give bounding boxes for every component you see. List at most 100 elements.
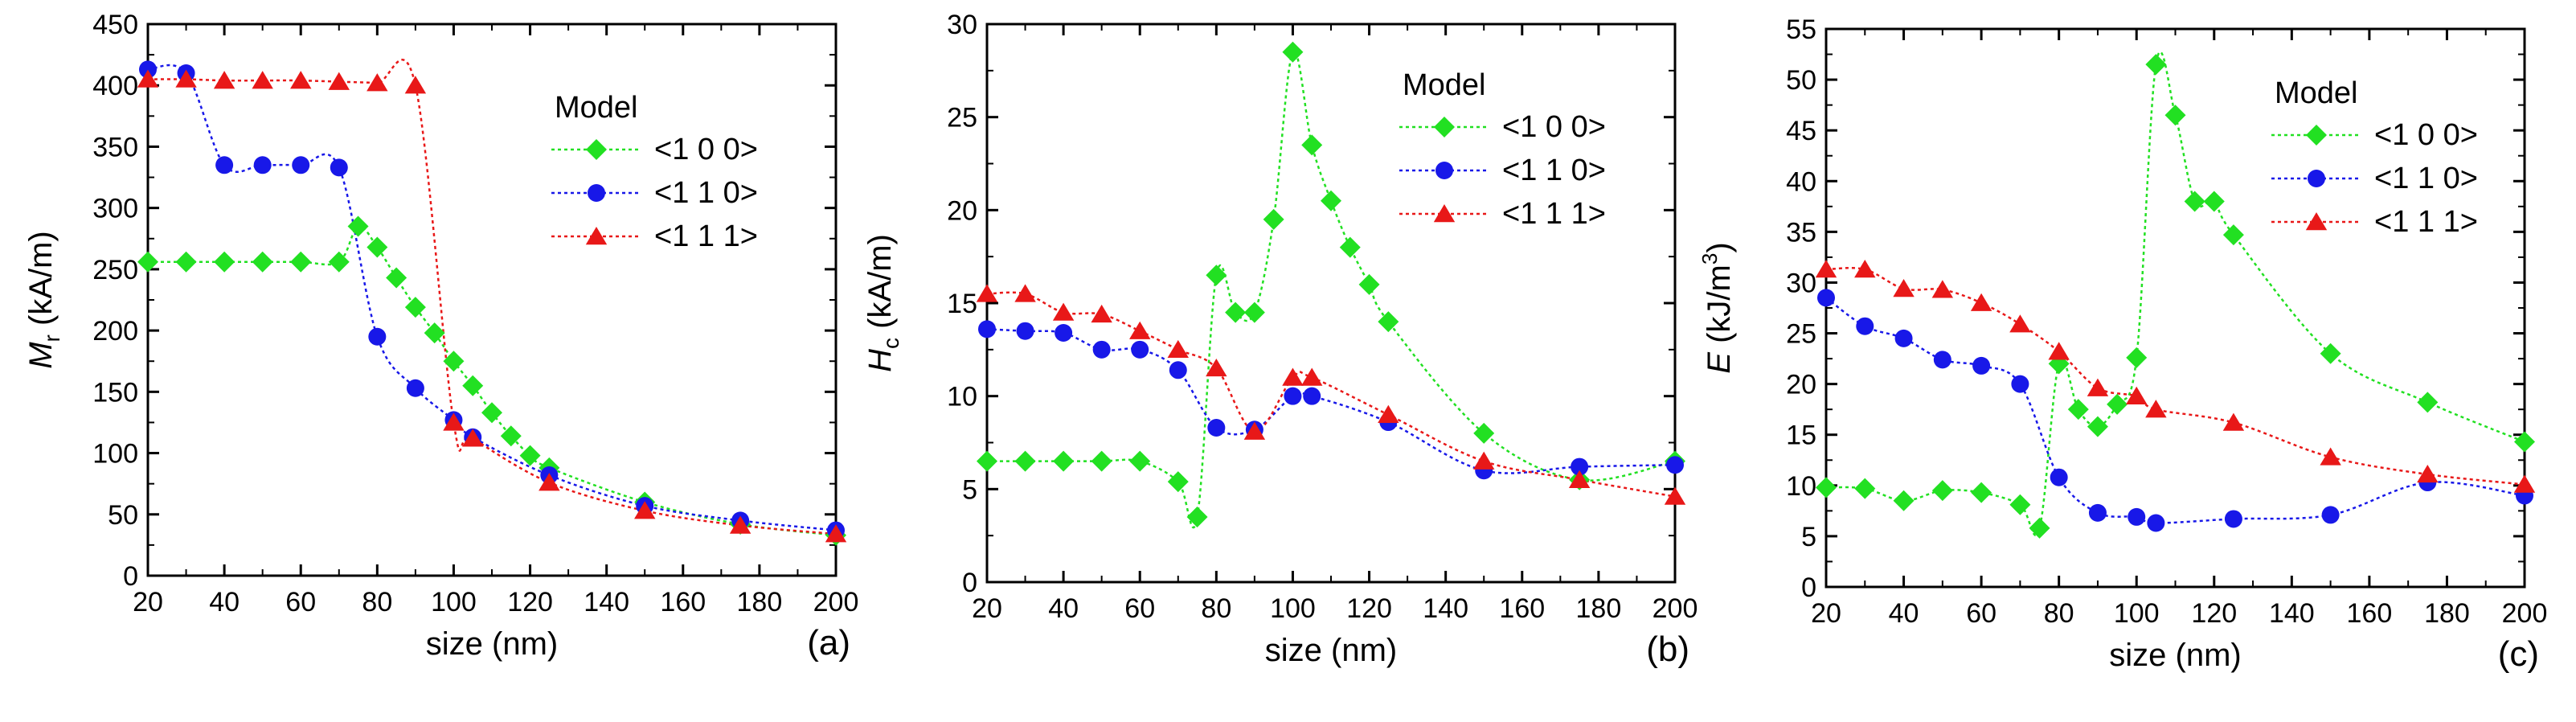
data-point-110-c — [2011, 375, 2029, 393]
legend-marker-110-b — [1435, 162, 1453, 179]
data-point-100-b — [1243, 302, 1265, 323]
data-point-100-c — [2514, 431, 2535, 453]
data-point-100-a — [481, 402, 502, 424]
legend-label-100-a: <1 0 0> — [654, 133, 758, 166]
data-point-111-a — [825, 524, 847, 543]
x-tick-label-b: 20 — [972, 593, 1002, 624]
data-point-100-c — [2320, 343, 2341, 364]
data-point-100-b — [1282, 41, 1304, 63]
data-point-111-a — [328, 72, 350, 90]
legend-title-a: Model — [555, 91, 638, 125]
data-point-111-a — [634, 501, 656, 519]
data-point-100-a — [175, 251, 197, 273]
x-tick-label-a: 200 — [813, 587, 859, 617]
legend-label-110-a: <1 1 0> — [654, 176, 758, 210]
data-point-100-c — [2164, 105, 2186, 126]
data-point-100-c — [1854, 478, 1876, 499]
legend-marker-111-b — [1433, 204, 1456, 223]
data-point-110-b — [1207, 418, 1226, 437]
y-axis-title-c: E (kJ/m3) — [1698, 242, 1737, 373]
x-axis-title-c: size (nm) — [2109, 638, 2241, 673]
data-point-110-c — [1856, 317, 1874, 335]
data-point-110-c — [2088, 503, 2107, 522]
x-tick-label-b: 40 — [1048, 593, 1079, 624]
legend-label-111-a: <1 1 1> — [654, 219, 758, 253]
data-point-111-b — [1052, 302, 1075, 321]
data-point-110-b — [978, 320, 996, 338]
x-tick-label-a: 40 — [209, 587, 240, 617]
data-point-100-a — [443, 351, 465, 372]
data-point-100-a — [462, 375, 484, 396]
data-point-111-c — [2126, 386, 2148, 404]
data-point-100-b — [1053, 450, 1075, 472]
data-point-100-a — [500, 425, 522, 447]
data-point-110-c — [2050, 468, 2068, 486]
y-tick-label-a: 250 — [92, 255, 138, 285]
data-point-111-a — [539, 473, 560, 491]
x-tick-label-a: 80 — [362, 587, 392, 617]
data-point-110-a — [253, 156, 272, 174]
data-point-110-c — [2321, 506, 2340, 524]
data-point-110-c — [1817, 289, 1835, 307]
data-point-100-b — [1473, 422, 1495, 444]
data-point-111-b — [1301, 367, 1323, 386]
legend-title-c: Model — [2275, 76, 2358, 110]
x-tick-label-a: 120 — [507, 587, 553, 617]
data-point-111-a — [443, 412, 465, 431]
data-point-110-b — [1284, 387, 1302, 405]
data-point-100-b — [1167, 471, 1189, 493]
data-point-100-c — [2087, 416, 2108, 437]
y-tick-label-b: 30 — [947, 10, 977, 40]
data-point-111-c — [1893, 279, 1915, 297]
x-tick-label-a: 140 — [584, 587, 629, 617]
series-line-111-c — [1826, 267, 2525, 486]
y-tick-label-c: 5 — [1801, 522, 1816, 552]
panel-label-b: (b) — [1646, 630, 1689, 669]
y-tick-label-c: 10 — [1786, 471, 1816, 502]
data-point-110-a — [330, 158, 348, 177]
y-tick-label-a: 400 — [92, 71, 138, 101]
x-tick-label-b: 160 — [1499, 593, 1545, 624]
data-point-100-b — [1091, 450, 1112, 472]
y-tick-label-a: 0 — [123, 561, 138, 592]
data-point-110-a — [215, 156, 234, 174]
x-tick-label-c: 80 — [2044, 598, 2074, 629]
series-line-110-c — [1826, 297, 2525, 524]
data-point-100-c — [1893, 490, 1915, 511]
data-point-100-c — [1816, 477, 1837, 498]
x-tick-label-c: 40 — [1889, 598, 1919, 629]
data-point-111-c — [2513, 474, 2536, 493]
chart-panel-b: 20 40 60 80 100 120 140 160 180 200 0 5 10 15 20 25 30 si… — [862, 10, 1698, 669]
data-point-100-a — [214, 251, 235, 273]
y-tick-label-b: 25 — [947, 103, 977, 133]
legend-marker-110-a — [588, 184, 605, 202]
data-point-111-b — [1091, 304, 1112, 323]
data-point-111-c — [1970, 293, 1992, 311]
x-axis-title-b: size (nm) — [1265, 633, 1397, 668]
data-point-100-b — [1358, 273, 1380, 295]
data-point-100-c — [2145, 54, 2167, 76]
y-tick-label-c: 50 — [1786, 65, 1816, 96]
data-point-111-a — [252, 71, 273, 89]
data-point-110-a — [406, 379, 424, 397]
y-tick-label-b: 15 — [947, 289, 977, 319]
data-point-100-b — [1206, 265, 1227, 286]
y-tick-label-b: 5 — [962, 474, 977, 505]
data-point-110-b — [1303, 387, 1321, 405]
data-point-110-a — [292, 156, 310, 174]
data-point-110-b — [1055, 324, 1073, 343]
x-axis-title-a: size (nm) — [426, 626, 558, 662]
x-tick-label-c: 200 — [2502, 598, 2548, 629]
data-point-100-b — [1301, 134, 1323, 156]
legend-label-111-c: <1 1 1> — [2374, 205, 2478, 239]
x-tick-label-b: 200 — [1652, 593, 1698, 624]
data-point-100-c — [2029, 517, 2050, 539]
data-point-110-c — [1894, 329, 1913, 347]
x-tick-label-c: 100 — [2114, 598, 2160, 629]
data-point-100-c — [2009, 494, 2031, 515]
y-tick-label-a: 300 — [92, 194, 138, 224]
data-point-111-b — [1378, 404, 1399, 423]
data-point-111-a — [404, 76, 427, 94]
data-point-111-c — [2222, 412, 2245, 431]
